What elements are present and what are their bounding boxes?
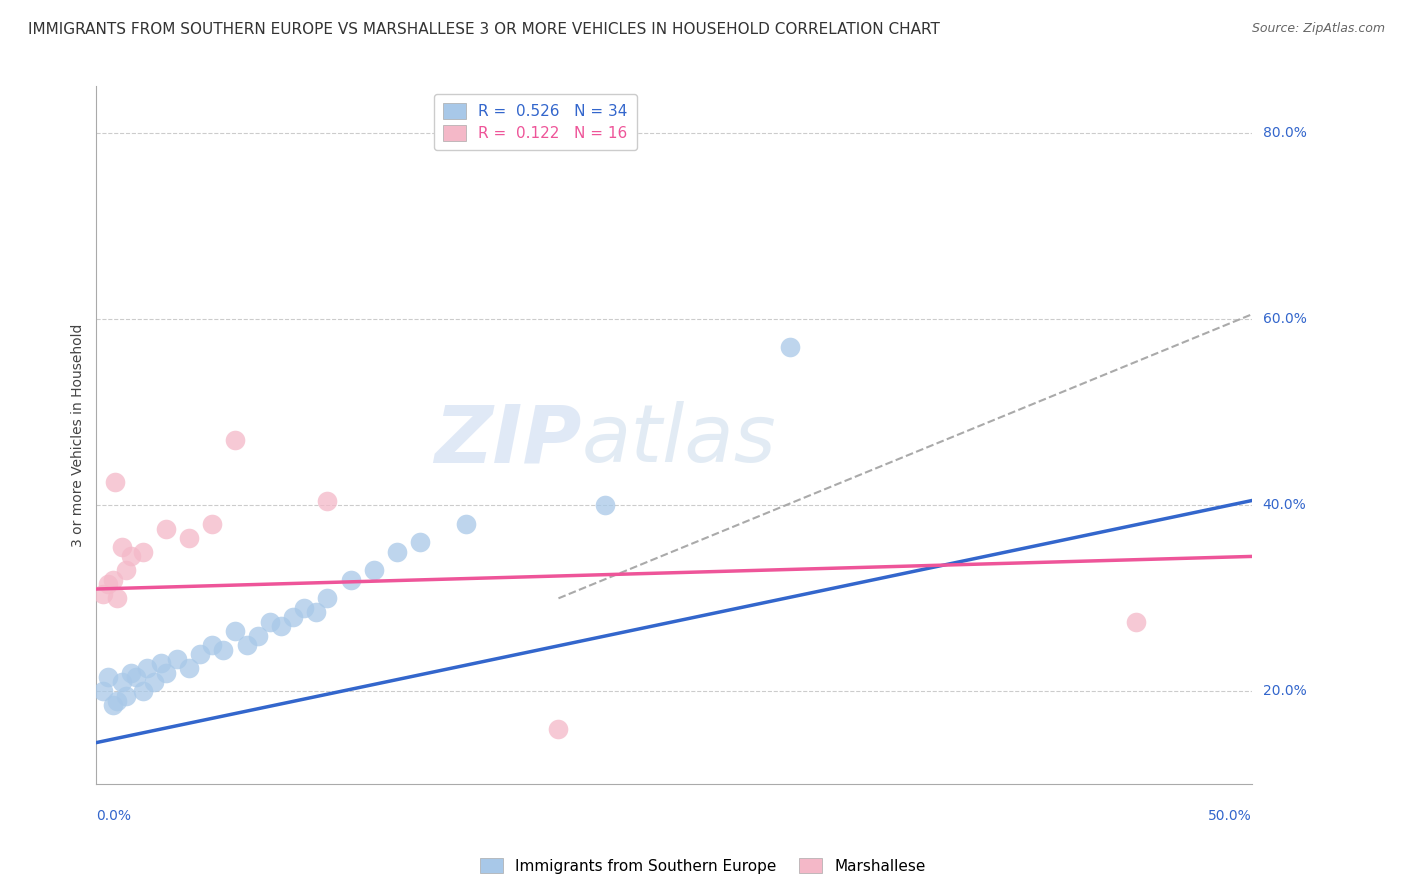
Point <box>120 665 142 680</box>
Point <box>454 516 477 531</box>
Text: Source: ZipAtlas.com: Source: ZipAtlas.com <box>1251 22 1385 36</box>
Text: 40.0%: 40.0% <box>1263 499 1306 512</box>
Point <box>270 619 292 633</box>
Point <box>104 475 127 489</box>
Point <box>136 661 159 675</box>
Text: atlas: atlas <box>582 401 776 479</box>
Point <box>316 493 339 508</box>
Point <box>292 600 315 615</box>
Point <box>97 670 120 684</box>
Legend: Immigrants from Southern Europe, Marshallese: Immigrants from Southern Europe, Marshal… <box>474 852 932 880</box>
Y-axis label: 3 or more Vehicles in Household: 3 or more Vehicles in Household <box>72 324 86 547</box>
Point <box>259 615 281 629</box>
Text: 60.0%: 60.0% <box>1263 312 1306 326</box>
Point <box>155 521 177 535</box>
Point <box>91 684 114 698</box>
Text: ZIP: ZIP <box>434 401 582 479</box>
Point <box>97 577 120 591</box>
Point <box>305 605 328 619</box>
Point <box>155 665 177 680</box>
Point <box>101 698 124 713</box>
Point <box>385 545 408 559</box>
Point <box>224 433 246 447</box>
Point <box>188 647 211 661</box>
Point <box>120 549 142 564</box>
Point <box>105 591 128 606</box>
Point <box>111 675 134 690</box>
Point <box>143 675 166 690</box>
Text: 80.0%: 80.0% <box>1263 126 1306 140</box>
Point <box>177 661 200 675</box>
Point <box>115 689 138 703</box>
Point <box>111 540 134 554</box>
Point <box>212 642 235 657</box>
Point <box>201 638 224 652</box>
Point <box>247 628 270 642</box>
Point <box>339 573 361 587</box>
Point <box>177 531 200 545</box>
Point <box>224 624 246 638</box>
Point <box>235 638 257 652</box>
Text: 20.0%: 20.0% <box>1263 684 1306 698</box>
Point <box>150 657 173 671</box>
Point <box>124 670 146 684</box>
Point <box>131 684 153 698</box>
Point <box>101 573 124 587</box>
Point <box>363 563 385 577</box>
Point <box>1125 615 1147 629</box>
Point <box>105 694 128 708</box>
Point <box>779 340 801 354</box>
Point <box>593 498 616 512</box>
Text: 50.0%: 50.0% <box>1208 809 1251 823</box>
Point <box>409 535 432 549</box>
Point <box>201 516 224 531</box>
Text: 0.0%: 0.0% <box>97 809 131 823</box>
Point <box>166 652 188 666</box>
Point <box>547 722 569 736</box>
Legend: R =  0.526   N = 34, R =  0.122   N = 16: R = 0.526 N = 34, R = 0.122 N = 16 <box>434 94 637 151</box>
Point <box>131 545 153 559</box>
Point <box>316 591 339 606</box>
Text: IMMIGRANTS FROM SOUTHERN EUROPE VS MARSHALLESE 3 OR MORE VEHICLES IN HOUSEHOLD C: IMMIGRANTS FROM SOUTHERN EUROPE VS MARSH… <box>28 22 941 37</box>
Point <box>281 610 304 624</box>
Point <box>91 587 114 601</box>
Point <box>115 563 138 577</box>
